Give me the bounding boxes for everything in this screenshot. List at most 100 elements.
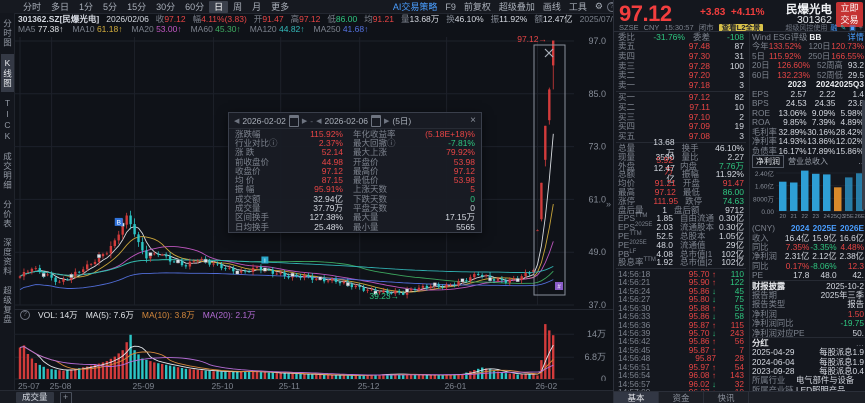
volume-chart[interactable]: 14万 6.8万 0 (14, 319, 612, 384)
tab-period-多日[interactable]: 多日 (51, 1, 70, 12)
dividend-date: 2025-04-29 (752, 347, 795, 358)
quote-panel-header: 97.12 +3.83 +4.11% SZSE CNY 15:30:57 闭市 … (614, 0, 865, 32)
date-from-prev-icon[interactable]: ◀ (234, 117, 240, 125)
interval-stat-row: 行业对比ⓘ 2.37% 最大回撤ⓘ -7.81% (229, 137, 481, 148)
sidebar-item-分价表[interactable]: 分价表 (2, 199, 13, 229)
tab-period-周[interactable]: 周 (233, 1, 243, 12)
date-to-prev-icon[interactable]: ◀ (316, 117, 322, 125)
earnings-bar-chart[interactable]: 2.40亿 1.60亿 8000万 0.00 20 21 22 23 24 25Q3 25E 26E (752, 167, 865, 224)
add-icon[interactable]: + (858, 24, 863, 32)
sidebar-item-分时图[interactable]: 分时图 (2, 19, 13, 48)
date-from-next-icon[interactable]: ▶ (301, 117, 308, 125)
stat-value: 52.5 (656, 230, 673, 241)
date-from[interactable]: 2026-02-02 (242, 115, 286, 126)
orderbook-row[interactable]: 买一 97.12 82 (616, 92, 746, 102)
info-field-label: 换 (446, 14, 455, 24)
date-to[interactable]: 2026-02-06 (324, 115, 368, 126)
panel-collapse-handle[interactable]: » (606, 199, 612, 209)
stat-label: 行业对比ⓘ (235, 137, 278, 148)
toolbar-item-5[interactable]: 工具 (568, 2, 587, 12)
toolbar-item-4[interactable]: 画线 (542, 2, 561, 12)
orderbook-row[interactable]: 卖一 97.18 3 (616, 80, 746, 90)
orderbook-row[interactable]: 卖四 97.30 31 (616, 51, 746, 61)
tab-period-15分[interactable]: 15分 (127, 1, 147, 12)
svg-text:24: 24 (823, 214, 830, 219)
edit-icon[interactable]: ✎ (840, 25, 847, 32)
tab-period-5分[interactable]: 5分 (103, 1, 118, 12)
quote-tab-基本[interactable]: 基本 (614, 392, 659, 403)
stat-label: 区间换手 (235, 212, 270, 223)
stat-label: PE2025E (618, 239, 647, 250)
tab-period-分时[interactable]: 分时 (23, 1, 42, 12)
fin-value: 9.85% (783, 117, 807, 128)
calendar-icon[interactable] (288, 114, 299, 127)
sidebar-item-成交明细[interactable]: 成交明细 (2, 151, 13, 190)
more-dots-icon[interactable]: … (855, 337, 864, 348)
add-indicator-button[interactable]: + (59, 391, 72, 403)
close-icon[interactable]: × (470, 114, 476, 126)
tab-period-日[interactable]: 日 (209, 0, 229, 13)
toolbar-item-0[interactable]: AI交易策略 (392, 2, 438, 12)
toolbar-item-3[interactable]: 超级叠加 (498, 2, 535, 12)
tick-volume: 54 (734, 361, 744, 372)
quote-time: 15:30:57 (664, 23, 694, 32)
tab-period-1分[interactable]: 1分 (79, 1, 94, 12)
tab-period-更多[interactable]: 更多 (271, 1, 290, 12)
volume-help-icon[interactable]: ? (20, 309, 30, 320)
stat-label: 最小量 (353, 221, 379, 232)
orderbook-row[interactable]: 卖二 97.20 3 (616, 70, 746, 80)
fin-label: 毛利率 (752, 126, 777, 137)
gear-icon[interactable]: ⚙ (594, 1, 603, 11)
toolbar-item-1[interactable]: F9 (445, 1, 456, 12)
interval-stat-row: 均 价 87.15 最低价 53.98 (229, 175, 481, 185)
fin-table-row: 负债率 16.17% 17.89% 15.86% (752, 146, 865, 156)
stat-pair-row: EPSTTM 1.85 自由流通 0.30亿 (616, 213, 746, 223)
info-field: 幅4.11%(3.83) (193, 13, 247, 25)
perf-value: 120.73% (831, 41, 864, 52)
tab-volume-indicator[interactable]: 成交量 (16, 392, 54, 403)
tick-price: 95.70 ↑ (688, 268, 716, 279)
orderbook-row[interactable]: 卖三 97.28 100 (616, 61, 746, 71)
orderbook-row[interactable]: 买四 97.09 19 (616, 121, 746, 131)
cny-label: 净利润 (752, 251, 777, 262)
toolbar-item-2[interactable]: 前复权 (463, 2, 491, 12)
orderbook-row[interactable]: 买三 97.10 2 (616, 112, 746, 122)
tick-row: 14:56:30 95.88 ↑ 55 (616, 303, 746, 313)
x-axis-label: 26-01 (444, 381, 467, 391)
panel-icon[interactable]: ▣ (849, 25, 856, 32)
stat-pair-row: PBLF 4.08 总市值|1 102亿 (616, 248, 746, 259)
orderbook-row[interactable]: 买五 97.08 3 (616, 131, 746, 141)
tab-period-月[interactable]: 月 (252, 1, 262, 12)
calendar-icon[interactable] (370, 114, 381, 127)
quote-tab-快讯[interactable]: 快讯 (704, 392, 749, 403)
sidebar-item-TICK[interactable]: TICK (2, 97, 13, 142)
orderbook-row[interactable]: 买二 97.11 10 (616, 102, 746, 112)
symbol-label[interactable]: 301362.SZ[民爆光电] (18, 14, 100, 24)
margin-icon[interactable]: 融 (830, 25, 838, 32)
tab-period-30分[interactable]: 30分 (156, 1, 176, 12)
period-tabbar: 分时 多日 1分 5分 15分 30分 60分日周月更多 AI交易策略 F9 前复权 超级叠加 画线… (0, 0, 630, 14)
sidebar-item-深度资料[interactable]: 深度资料 (2, 238, 13, 276)
orderbook-row[interactable]: 卖五 97.48 87 (616, 41, 746, 51)
scrollbar-thumb[interactable] (862, 100, 865, 210)
sidebar-item-K线图[interactable]: K线图 (0, 53, 14, 92)
stat-value: 79.92% (446, 147, 475, 158)
l2-panorama-badge[interactable]: 查看L2全景 (718, 23, 764, 32)
tab-total-revenue[interactable]: 营业总收入 (788, 156, 828, 166)
more-dots-icon[interactable]: … (858, 157, 865, 166)
trade-now-button[interactable]: 立即 交易 (836, 2, 863, 27)
stat-value: 3590 (655, 151, 675, 162)
fin-value: 15.86% (835, 145, 865, 156)
stat-label: 换手 (681, 142, 699, 153)
tab-net-profit[interactable]: 净利润 (752, 154, 784, 168)
quote-tab-资金[interactable]: 资金 (659, 392, 704, 403)
date-to-next-icon[interactable]: ▶ (383, 117, 390, 125)
stat-label: PBLF (618, 248, 637, 259)
fin-value: 24.53 (785, 98, 807, 109)
sidebar-item-超级复盘[interactable]: 超级复盘 (2, 286, 13, 324)
esg-detail-link[interactable]: 详情 (847, 31, 864, 42)
tab-period-60分[interactable]: 60分 (185, 1, 205, 12)
